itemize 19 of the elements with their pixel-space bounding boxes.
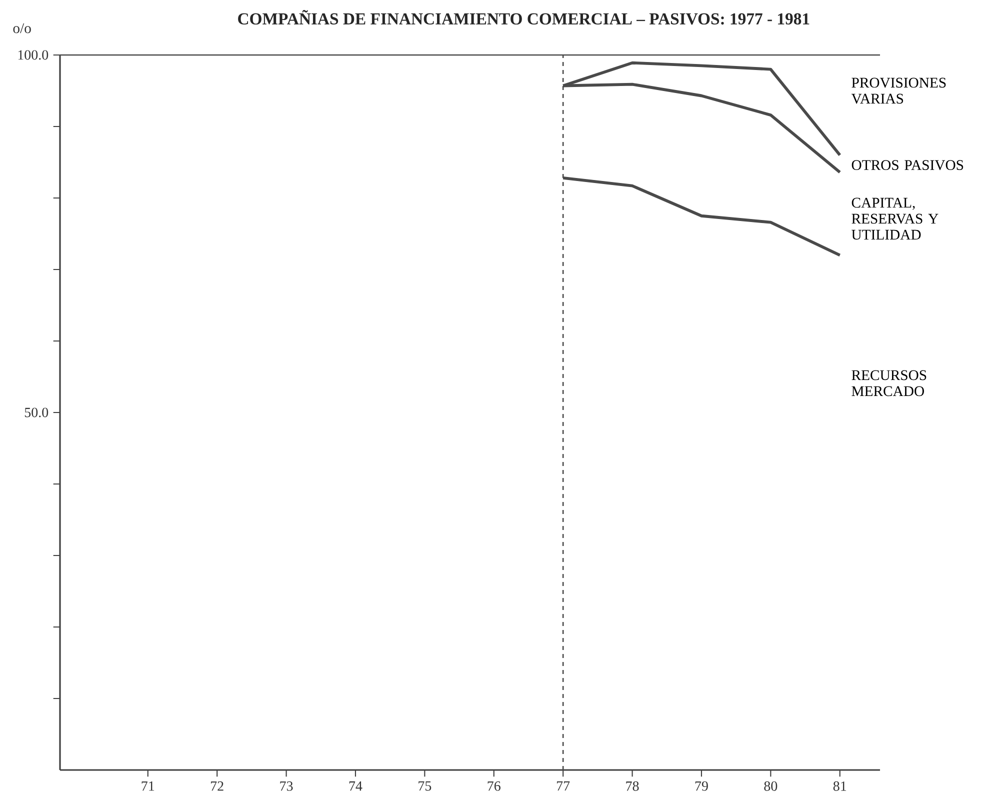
x-tick-label: 71 [142, 781, 154, 791]
y-axis-title: o/o [13, 23, 31, 34]
x-tick-label: 78 [626, 781, 639, 791]
x-tick-label: 74 [349, 781, 362, 791]
x-tick-label: 73 [280, 781, 293, 791]
x-tick-label: 75 [418, 781, 432, 791]
y-tick-label: 100.0 [18, 50, 48, 60]
x-tick-label: 77 [557, 781, 570, 791]
annotation: CAPITAL, RESERVAS Y UTILIDAD [852, 198, 938, 240]
x-tick-label: 81 [833, 781, 846, 791]
annotation: PROVISIONES VARIAS [851, 78, 946, 104]
x-tick-label: 80 [764, 781, 778, 791]
chart-title: COMPAÑIAS DE FINANCIAMIENTO COMERCIAL – PASIVOS: 1977 - 1981 [238, 10, 810, 25]
x-tick-label: 79 [695, 781, 708, 791]
x-tick-label: 72 [211, 781, 224, 791]
y-tick-label: 50.0 [24, 408, 48, 418]
annotation: OTROS PASIVOS [852, 160, 964, 170]
x-tick-label: 76 [488, 781, 500, 791]
annotation: RECURSOS MERCADO [852, 370, 926, 396]
